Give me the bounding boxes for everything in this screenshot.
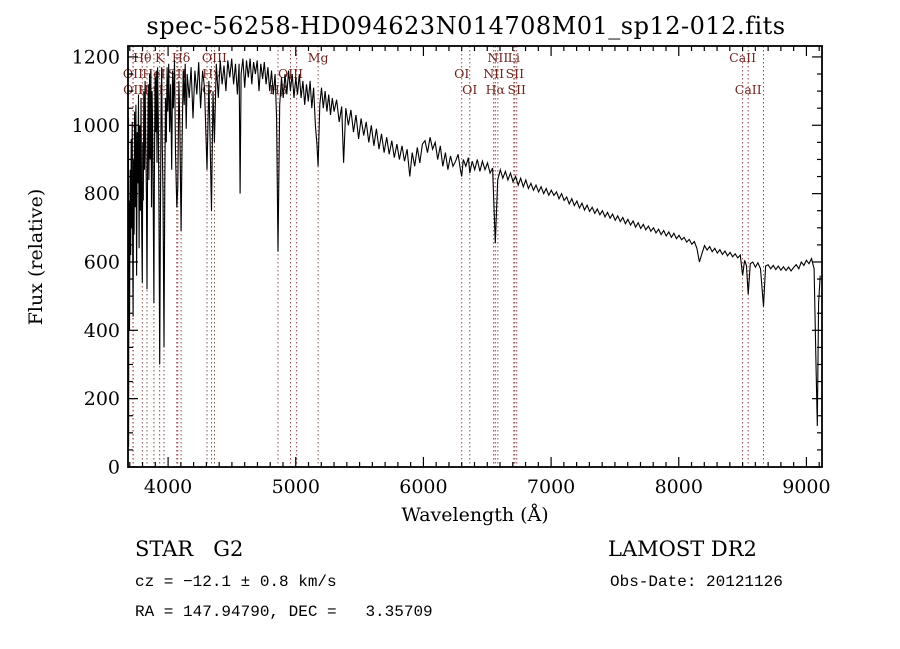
cz-value: cz = −12.1 ± 0.8 km/s [135,573,337,591]
x-tick-label: 4000 [144,476,192,498]
line-label: K [155,50,165,65]
line-label: Hδ [172,50,190,65]
plot-border [127,45,823,468]
x-axis-label: Wavelength (Å) [401,504,548,526]
axis-ticks [128,46,822,468]
y-tick-label: 1000 [72,115,120,137]
y-tick-label: 200 [84,388,120,410]
x-tick-label: 9000 [782,476,830,498]
x-tick-label: 8000 [655,476,703,498]
line-label: Hη [138,82,156,97]
line-label: G [202,82,212,97]
line-label: NII [487,50,508,65]
y-tick-label: 400 [84,320,120,342]
line-label: Mg [308,50,329,65]
line-label: Li [508,50,520,65]
line-label: OIII [202,50,227,65]
spectral-marker-lines [132,46,765,467]
axis-tick-labels: 4000 5000 6000 7000 8000 9000 0 200 400 600 800 100… [72,46,831,498]
line-label: Hα [486,82,506,97]
x-tick-label: 6000 [399,476,447,498]
y-tick-label: 1200 [72,46,120,68]
x-tick-label: 5000 [272,476,320,498]
plot-title: spec-56258-HD094623N014708M01_sp12-012.f… [146,12,785,40]
x-tick-label: 7000 [527,476,575,498]
classification-label: STAR G2 [135,537,244,561]
spectrum-trace [128,58,821,447]
y-tick-label: 800 [84,183,120,205]
y-tick-label: 0 [108,457,120,479]
line-label: SII [508,82,527,97]
line-label: NII [483,66,504,81]
line-label: SII [506,66,525,81]
obs-date: Obs-Date: 20121126 [610,573,783,591]
line-label: Hθ [133,50,151,65]
line-label: CaII [729,50,756,65]
y-tick-label: 600 [84,251,120,273]
line-label: OI [454,66,469,81]
y-axis-label: Flux (relative) [25,189,47,326]
line-label: H [159,82,170,97]
line-label: OII [123,66,143,81]
line-label: Hγ [202,66,220,81]
line-label: OI [462,82,477,97]
line-label: CaII [735,82,762,97]
ra-dec-value: RA = 147.94790, DEC = 3.35709 [135,603,433,621]
line-label: HeI [142,66,165,81]
survey-label: LAMOST DR2 [608,537,757,561]
spectrum-polyline [128,58,821,447]
